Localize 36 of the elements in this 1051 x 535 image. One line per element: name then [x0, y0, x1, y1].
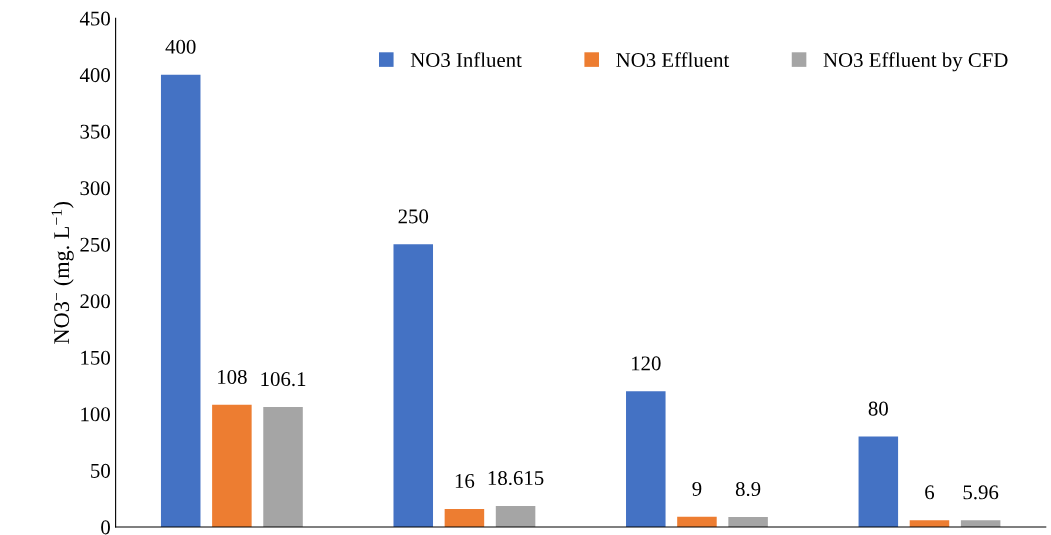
- data-label: 8.9: [735, 481, 761, 497]
- data-label: 400: [165, 39, 196, 54]
- data-label: 106.1: [261, 372, 306, 387]
- data-label: 16: [455, 473, 475, 488]
- y-tick-label: 350: [80, 124, 110, 139]
- bar: [393, 244, 434, 527]
- bar: [626, 391, 666, 527]
- bar: [495, 505, 536, 527]
- bar: [677, 516, 717, 527]
- y-tick-label: 400: [79, 68, 110, 83]
- legend-label: NO3 Influent: [410, 52, 522, 68]
- data-label: 80: [868, 401, 888, 416]
- y-tick-label: 250: [80, 237, 110, 252]
- bar: [444, 508, 485, 527]
- data-label: 250: [398, 209, 429, 224]
- data-label: 5.96: [963, 485, 999, 500]
- bar: [160, 74, 201, 527]
- bar: [728, 516, 768, 527]
- data-label: 18.615: [488, 470, 544, 486]
- y-tick-label: 300: [80, 181, 110, 196]
- y-axis-title: NO3$^{−}$ (mg. L$^{−1}$): [51, 201, 74, 344]
- data-label: 120: [631, 356, 661, 371]
- data-label: 108: [218, 369, 247, 384]
- data-label: 6: [925, 485, 935, 500]
- y-tick-label: 0: [101, 520, 110, 535]
- y-tick-label: 50: [91, 463, 110, 478]
- y-tick-label: 100: [81, 407, 110, 422]
- bar: [858, 436, 899, 527]
- bar: [263, 407, 303, 527]
- legend-label: NO3 Effluent by CFD: [823, 52, 1008, 72]
- y-tick-label: 450: [79, 11, 110, 26]
- y-tick-label: 200: [80, 294, 110, 309]
- data-label: 9: [692, 481, 702, 496]
- bar: [212, 404, 252, 527]
- legend-label: NO3 Effluent: [616, 52, 730, 68]
- y-tick-label: 150: [81, 350, 110, 365]
